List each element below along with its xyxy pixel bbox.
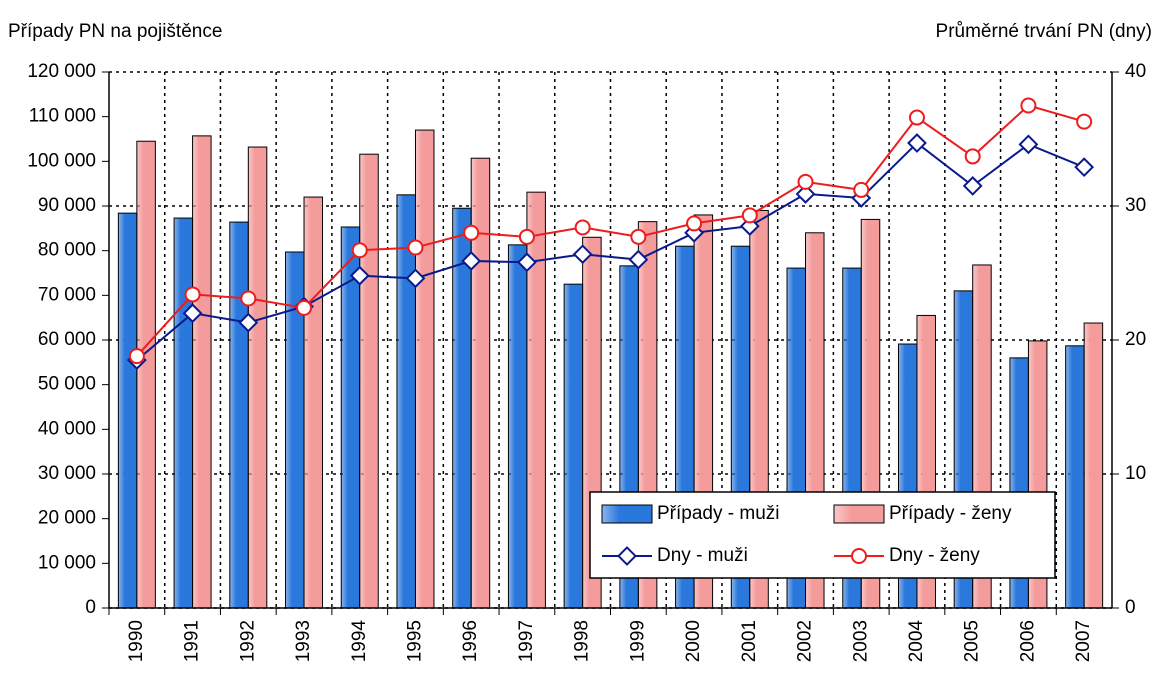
marker — [1076, 113, 1093, 130]
bar — [173, 217, 194, 609]
marker — [1020, 97, 1037, 114]
marker — [630, 228, 647, 245]
x-tick-label: 1998 — [572, 620, 593, 662]
y-tick-label: 50 000 — [38, 374, 96, 395]
y-tick-label: 30 000 — [38, 463, 96, 484]
y-tick-label: 40 000 — [38, 418, 96, 439]
bar — [192, 135, 212, 609]
marker — [238, 312, 259, 333]
y-tick-label: 60 000 — [38, 329, 96, 350]
y-tick-label: 100 000 — [27, 150, 96, 171]
bar — [229, 221, 249, 609]
bar — [117, 212, 138, 609]
y2-tick-label: 30 — [1125, 195, 1146, 216]
y-tick-label: 110 000 — [29, 106, 96, 127]
x-tick-label: 2001 — [739, 620, 760, 662]
bar — [526, 191, 546, 609]
marker — [517, 252, 537, 273]
line — [136, 104, 1085, 357]
marker — [351, 242, 368, 259]
bar — [136, 140, 156, 609]
marker — [1018, 134, 1039, 155]
marker — [574, 219, 591, 236]
marker — [405, 268, 426, 289]
y2-axis-label: Průměrné trvání PN (dny) — [936, 21, 1152, 42]
x-tick-label: 1993 — [293, 620, 314, 662]
legend-swatch — [833, 504, 885, 524]
y2-tick-label: 40 — [1125, 61, 1146, 82]
marker — [407, 239, 424, 256]
legend-label: Dny - ženy — [889, 545, 980, 566]
bar — [414, 129, 435, 609]
line — [136, 141, 1085, 361]
bar — [359, 153, 379, 609]
x-tick-label: 2004 — [906, 620, 927, 663]
x-tick-label: 2006 — [1017, 620, 1038, 662]
legend-marker — [851, 548, 867, 564]
marker — [1074, 157, 1095, 178]
marker — [964, 148, 981, 165]
marker — [463, 224, 480, 241]
bar — [1083, 322, 1104, 609]
y-tick-label: 10 000 — [38, 552, 96, 573]
marker — [128, 348, 145, 365]
x-tick-label: 1992 — [237, 620, 258, 662]
marker — [461, 251, 482, 271]
marker — [908, 109, 925, 126]
legend-label: Dny - muži — [657, 545, 748, 566]
x-tick-label: 2002 — [795, 620, 816, 662]
x-tick-label: 1991 — [182, 620, 203, 662]
legend — [589, 491, 1056, 579]
marker — [349, 265, 370, 286]
legend-swatch — [601, 504, 653, 524]
bar — [303, 196, 324, 609]
x-tick-label: 1995 — [404, 620, 425, 662]
y-tick-label: 90 000 — [38, 195, 96, 216]
y-tick-label: 20 000 — [38, 508, 96, 529]
marker — [686, 215, 703, 232]
marker — [853, 181, 870, 198]
x-tick-label: 2007 — [1073, 620, 1094, 662]
y-tick-label: 120 000 — [27, 61, 96, 82]
marker — [518, 228, 535, 245]
bar — [563, 283, 584, 609]
x-tick-label: 1999 — [627, 620, 648, 662]
x-tick-label: 2005 — [962, 620, 983, 662]
marker — [741, 207, 758, 224]
marker — [572, 244, 593, 265]
bar — [452, 207, 472, 609]
x-tick-label: 1994 — [349, 620, 370, 663]
y-tick-label: 0 — [85, 597, 96, 618]
x-tick-label: 1997 — [516, 620, 537, 662]
y-tick-label: 80 000 — [38, 240, 96, 261]
legend-label: Případy - ženy — [889, 503, 1012, 524]
x-tick-label: 2003 — [850, 620, 871, 662]
y-tick-label: 70 000 — [38, 284, 96, 305]
bar — [396, 194, 416, 609]
x-tick-label: 2000 — [683, 620, 704, 662]
marker — [795, 184, 816, 204]
marker — [907, 133, 927, 153]
marker — [296, 299, 313, 316]
marker — [628, 249, 649, 270]
legend-label: Případy - muži — [657, 503, 779, 524]
y2-tick-label: 0 — [1125, 597, 1136, 618]
bar — [507, 244, 528, 609]
marker — [240, 290, 257, 307]
x-tick-label: 1990 — [126, 620, 147, 662]
legend-marker — [617, 546, 637, 566]
y-axis-label: Případy PN na pojištěnce — [8, 21, 222, 42]
bar — [247, 146, 268, 609]
bar — [1065, 345, 1085, 609]
marker — [962, 176, 983, 196]
marker — [797, 173, 814, 190]
y2-tick-label: 20 — [1125, 329, 1146, 350]
y2-tick-label: 10 — [1125, 463, 1146, 484]
marker — [184, 286, 201, 303]
x-tick-label: 1996 — [460, 620, 481, 662]
marker — [182, 303, 203, 324]
